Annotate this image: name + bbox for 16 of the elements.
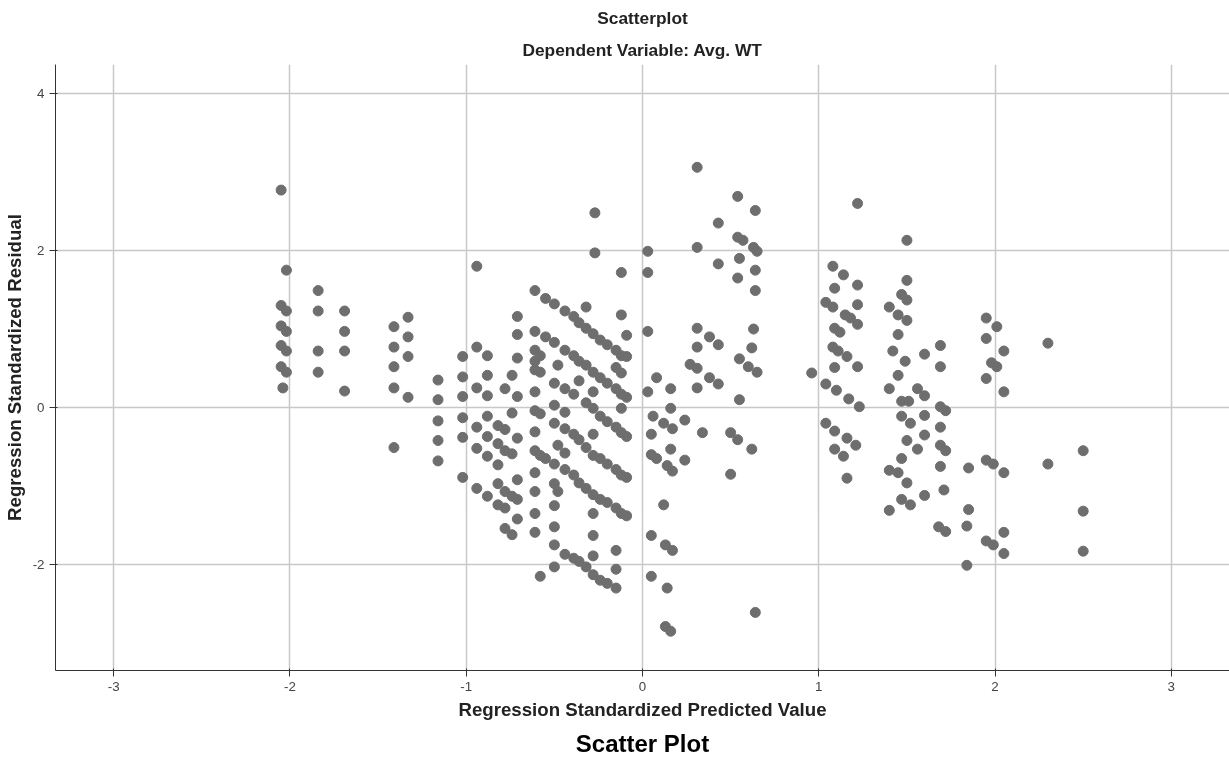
- chart-subtitle: Dependent Variable: Avg. WT: [522, 39, 763, 60]
- chart-title: Scatterplot: [597, 7, 688, 28]
- y-tick-label: -2: [32, 557, 45, 573]
- y-tick-label: 0: [37, 400, 45, 416]
- text: Scatter Plot: [575, 729, 710, 757]
- x-tick-label: 2: [991, 678, 999, 694]
- x-tick-label: 0: [638, 678, 647, 694]
- x-tick-label: -3: [107, 678, 120, 694]
- y-tick-label: 2: [37, 243, 45, 259]
- x-axis-title: Regression Standardized Predicted Value: [458, 698, 827, 720]
- y-tick-label: 4: [37, 86, 46, 102]
- y-axis-title: Regression Standardized Residual: [3, 214, 25, 521]
- x-tick-label: 3: [1167, 678, 1176, 694]
- x-tick-label: -2: [284, 678, 296, 694]
- x-tick-label: 1: [815, 678, 823, 694]
- x-tick-label: -1: [460, 678, 473, 694]
